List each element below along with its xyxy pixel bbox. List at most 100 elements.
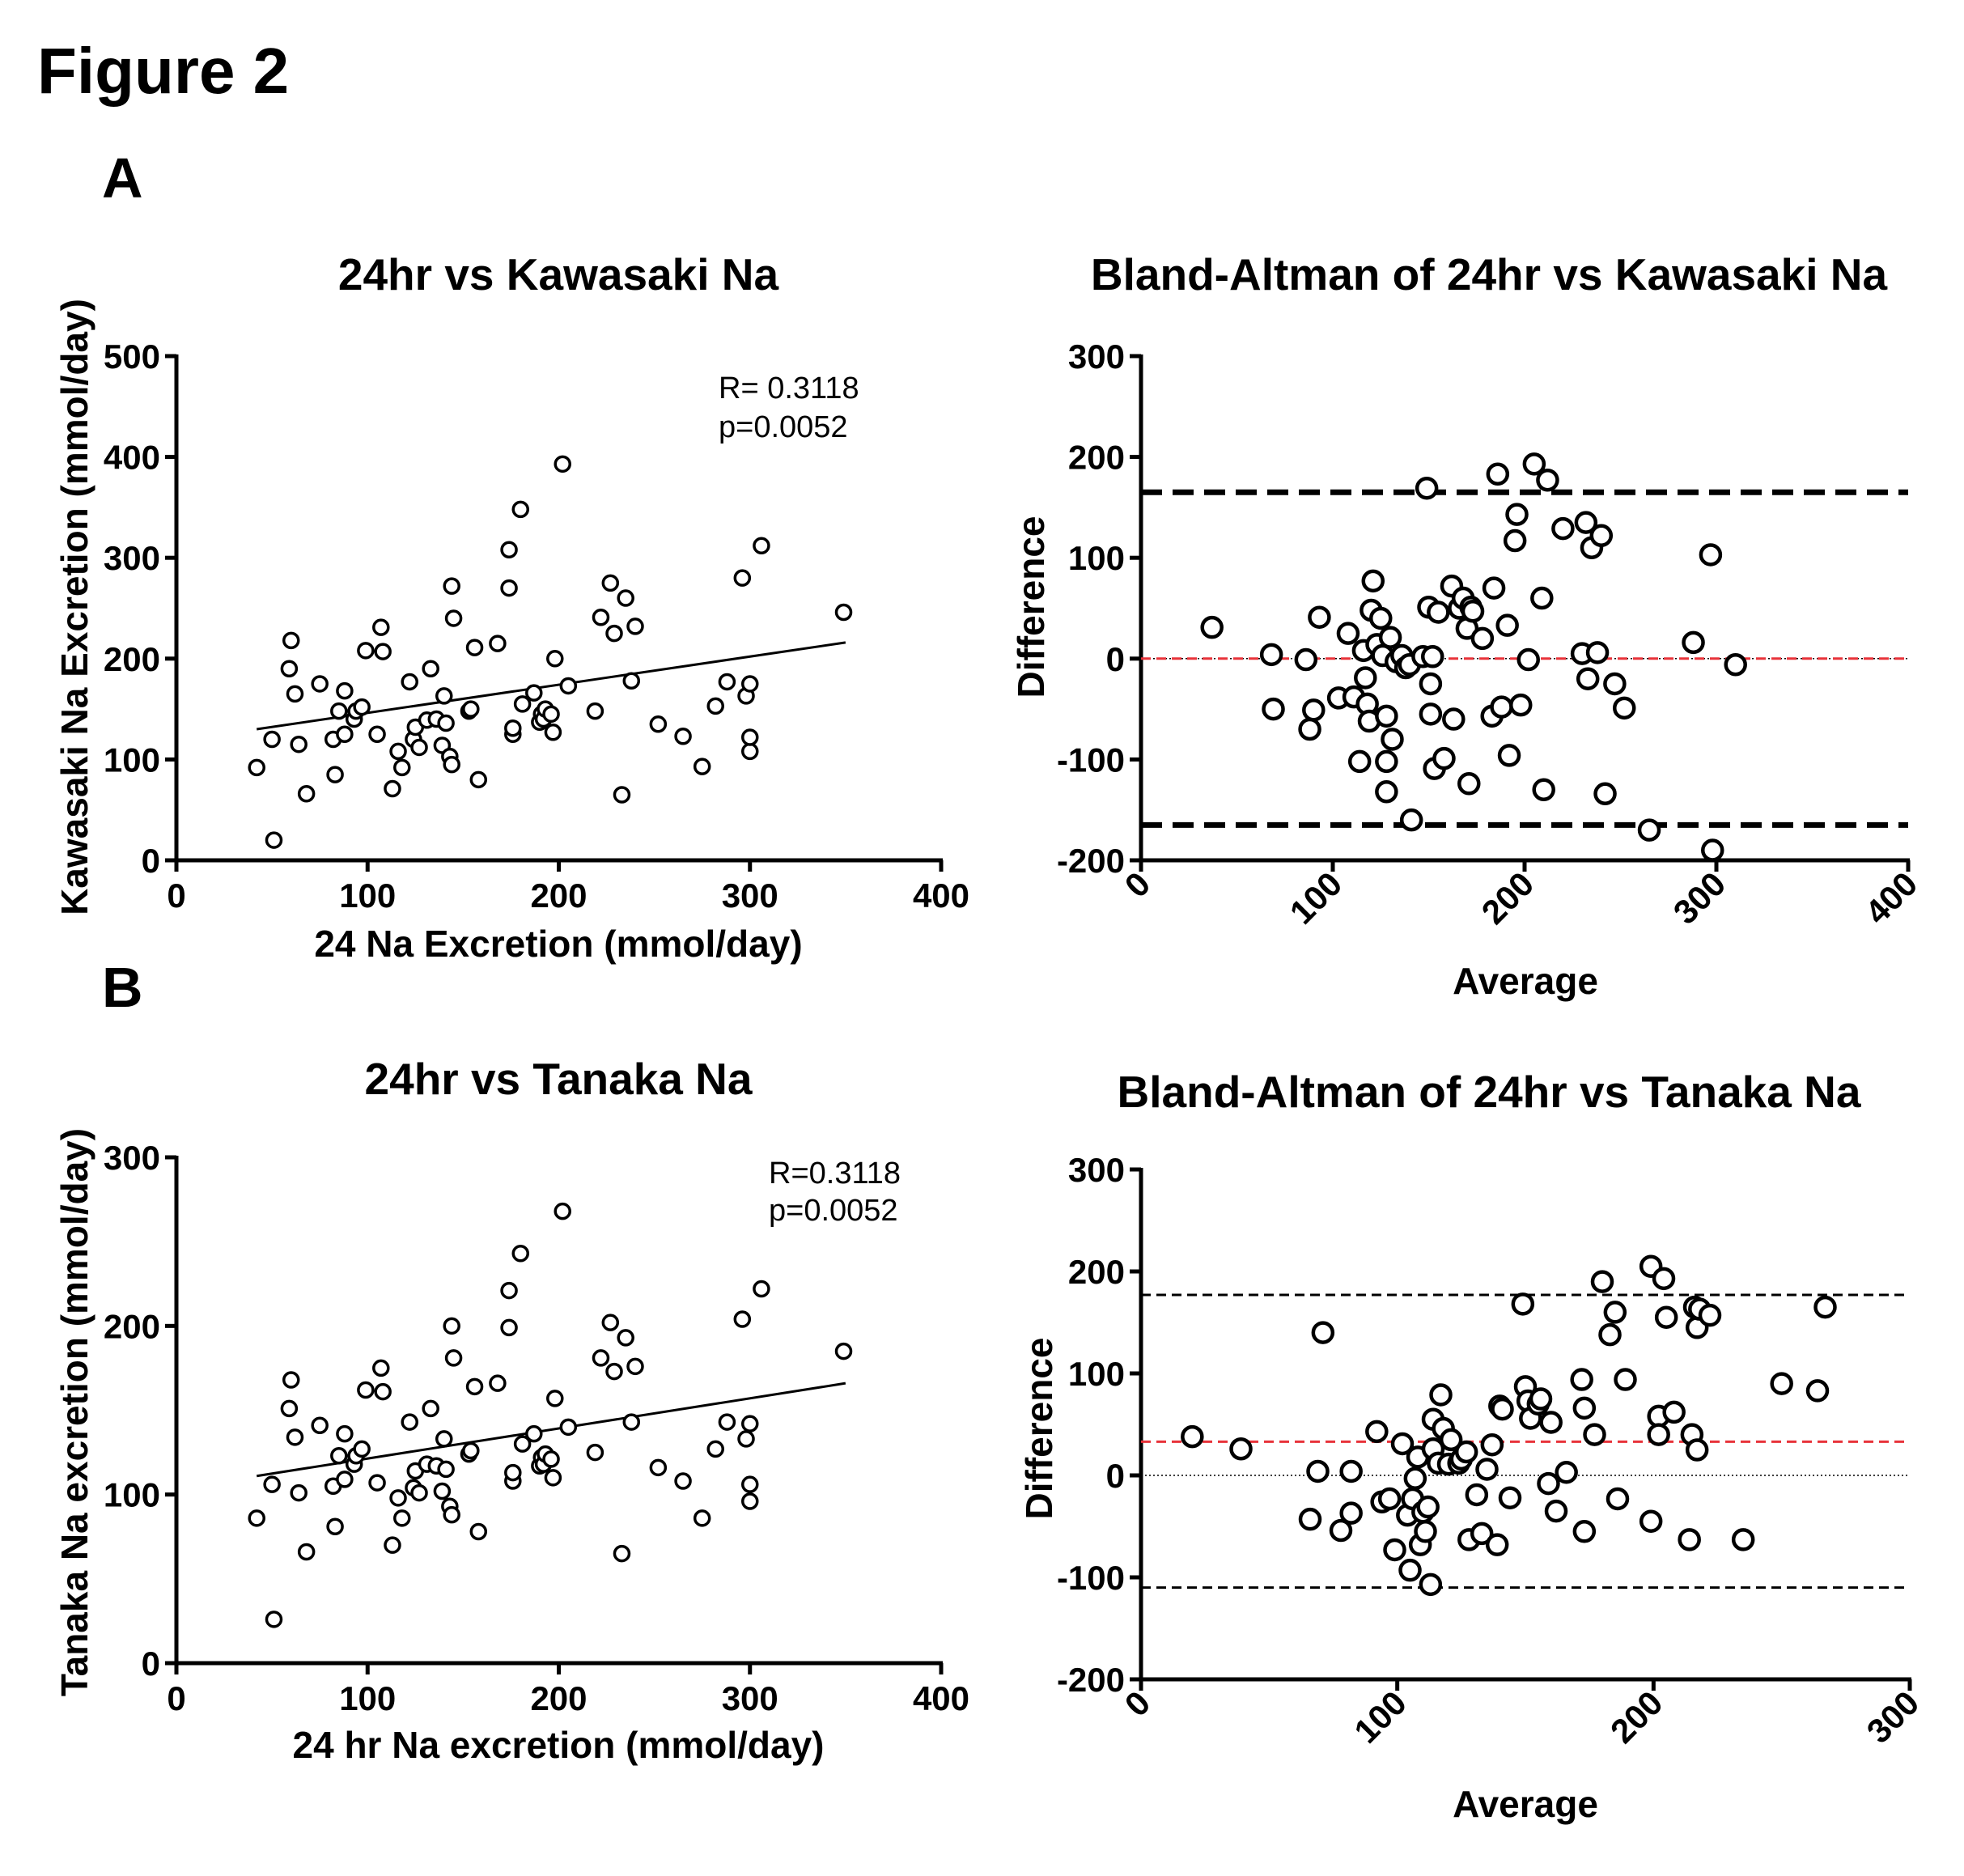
data-point xyxy=(372,618,390,636)
data-point xyxy=(1485,1533,1509,1556)
data-point xyxy=(674,1472,692,1490)
data-point xyxy=(1390,1432,1415,1456)
chart-scatterB: 24hr vs Tanaka Na 24 hr Na excretion (mmo… xyxy=(53,1054,969,1766)
data-point xyxy=(613,786,631,804)
data-point xyxy=(1465,1483,1489,1507)
y-tick-label: -100 xyxy=(1057,741,1125,779)
data-point xyxy=(1503,528,1527,553)
data-point xyxy=(1377,1487,1402,1511)
data-point xyxy=(1536,469,1559,492)
data-point xyxy=(1497,744,1521,767)
data-point xyxy=(462,700,480,718)
data-point xyxy=(1454,1440,1478,1464)
data-point xyxy=(542,705,560,724)
data-point xyxy=(282,631,300,650)
data-point xyxy=(368,725,386,743)
data-point xyxy=(443,1505,460,1524)
data-point xyxy=(1505,503,1529,526)
data-point xyxy=(1200,615,1224,639)
data-point xyxy=(1685,1438,1709,1462)
data-point xyxy=(1509,693,1533,717)
data-point xyxy=(1490,695,1513,719)
panel-label-b: B xyxy=(102,956,143,1019)
data-point xyxy=(1482,576,1506,600)
data-point xyxy=(1381,728,1404,751)
y-tick-label: -200 xyxy=(1057,1661,1125,1699)
data-point xyxy=(586,1443,604,1462)
y-tick-label: -200 xyxy=(1057,842,1125,880)
data-point xyxy=(706,1440,724,1458)
data-point xyxy=(435,687,453,705)
data-point xyxy=(525,1424,543,1443)
x-tick-label: 300 xyxy=(722,1679,778,1717)
data-point xyxy=(613,1544,631,1563)
data-point xyxy=(1262,697,1285,721)
data-point xyxy=(592,608,610,626)
data-point xyxy=(1419,1573,1443,1597)
data-point xyxy=(1398,1558,1422,1582)
x-tick-label: 300 xyxy=(1666,864,1733,932)
data-point xyxy=(1589,524,1614,548)
data-point xyxy=(1654,1305,1678,1329)
data-point xyxy=(1294,647,1318,672)
data-point xyxy=(1361,569,1385,593)
y-tick-label: 100 xyxy=(1068,539,1125,577)
data-point xyxy=(326,766,344,783)
data-point xyxy=(1511,1292,1535,1316)
data-point xyxy=(605,1362,623,1381)
y-tick-label: 300 xyxy=(1068,1151,1125,1189)
data-point xyxy=(605,624,623,643)
data-point xyxy=(500,1318,518,1337)
chart-title: Bland-Altman of 24hr vs Tanaka Na xyxy=(1118,1067,1861,1117)
data-point xyxy=(1537,1471,1560,1496)
data-point xyxy=(718,1413,736,1431)
data-point xyxy=(586,702,604,720)
data-point xyxy=(1369,606,1393,630)
y-axis-label: Tanaka Na excretion (mmol/day) xyxy=(53,1128,95,1696)
data-point xyxy=(410,738,428,757)
data-point xyxy=(1555,1460,1578,1484)
data-point xyxy=(741,675,759,693)
data-point xyxy=(330,1447,348,1465)
x-axis-label: Average xyxy=(1453,1783,1598,1825)
x-axis-label: 24 Na Excretion (mmol/day) xyxy=(314,923,802,965)
data-point xyxy=(544,1469,562,1487)
data-point xyxy=(500,579,518,597)
data-point xyxy=(1375,749,1398,774)
data-point xyxy=(1529,1387,1553,1411)
data-point xyxy=(1470,1522,1494,1546)
data-point xyxy=(401,673,418,691)
data-point xyxy=(357,642,375,660)
data-point xyxy=(1420,645,1444,668)
data-point xyxy=(248,1509,265,1527)
data-point xyxy=(1383,1538,1406,1562)
data-point xyxy=(290,735,308,753)
data-point xyxy=(1415,476,1439,500)
data-point xyxy=(389,1489,407,1507)
data-point xyxy=(357,1381,375,1399)
data-point xyxy=(500,541,518,558)
data-point xyxy=(718,673,736,691)
data-point xyxy=(674,727,692,745)
data-point xyxy=(336,1471,354,1488)
data-point xyxy=(311,675,329,693)
data-point xyxy=(1598,1322,1622,1347)
y-tick-label: 200 xyxy=(104,640,160,678)
data-point xyxy=(1603,1301,1627,1324)
data-point xyxy=(444,609,463,627)
data-point xyxy=(1365,1420,1389,1444)
y-tick-label: -100 xyxy=(1057,1559,1125,1597)
data-point xyxy=(1532,778,1555,802)
data-point xyxy=(649,715,668,733)
data-point xyxy=(693,1509,711,1527)
data-point xyxy=(741,1415,759,1432)
data-point xyxy=(437,1460,455,1479)
y-axis-label: Difference xyxy=(1010,516,1052,698)
data-point xyxy=(265,831,283,849)
data-point xyxy=(542,1450,560,1468)
data-point xyxy=(1544,1499,1568,1523)
data-point xyxy=(326,1517,344,1535)
x-tick-label: 100 xyxy=(339,876,396,915)
stat-annotation: R=0.3118 xyxy=(769,1157,901,1191)
data-point xyxy=(286,685,304,703)
